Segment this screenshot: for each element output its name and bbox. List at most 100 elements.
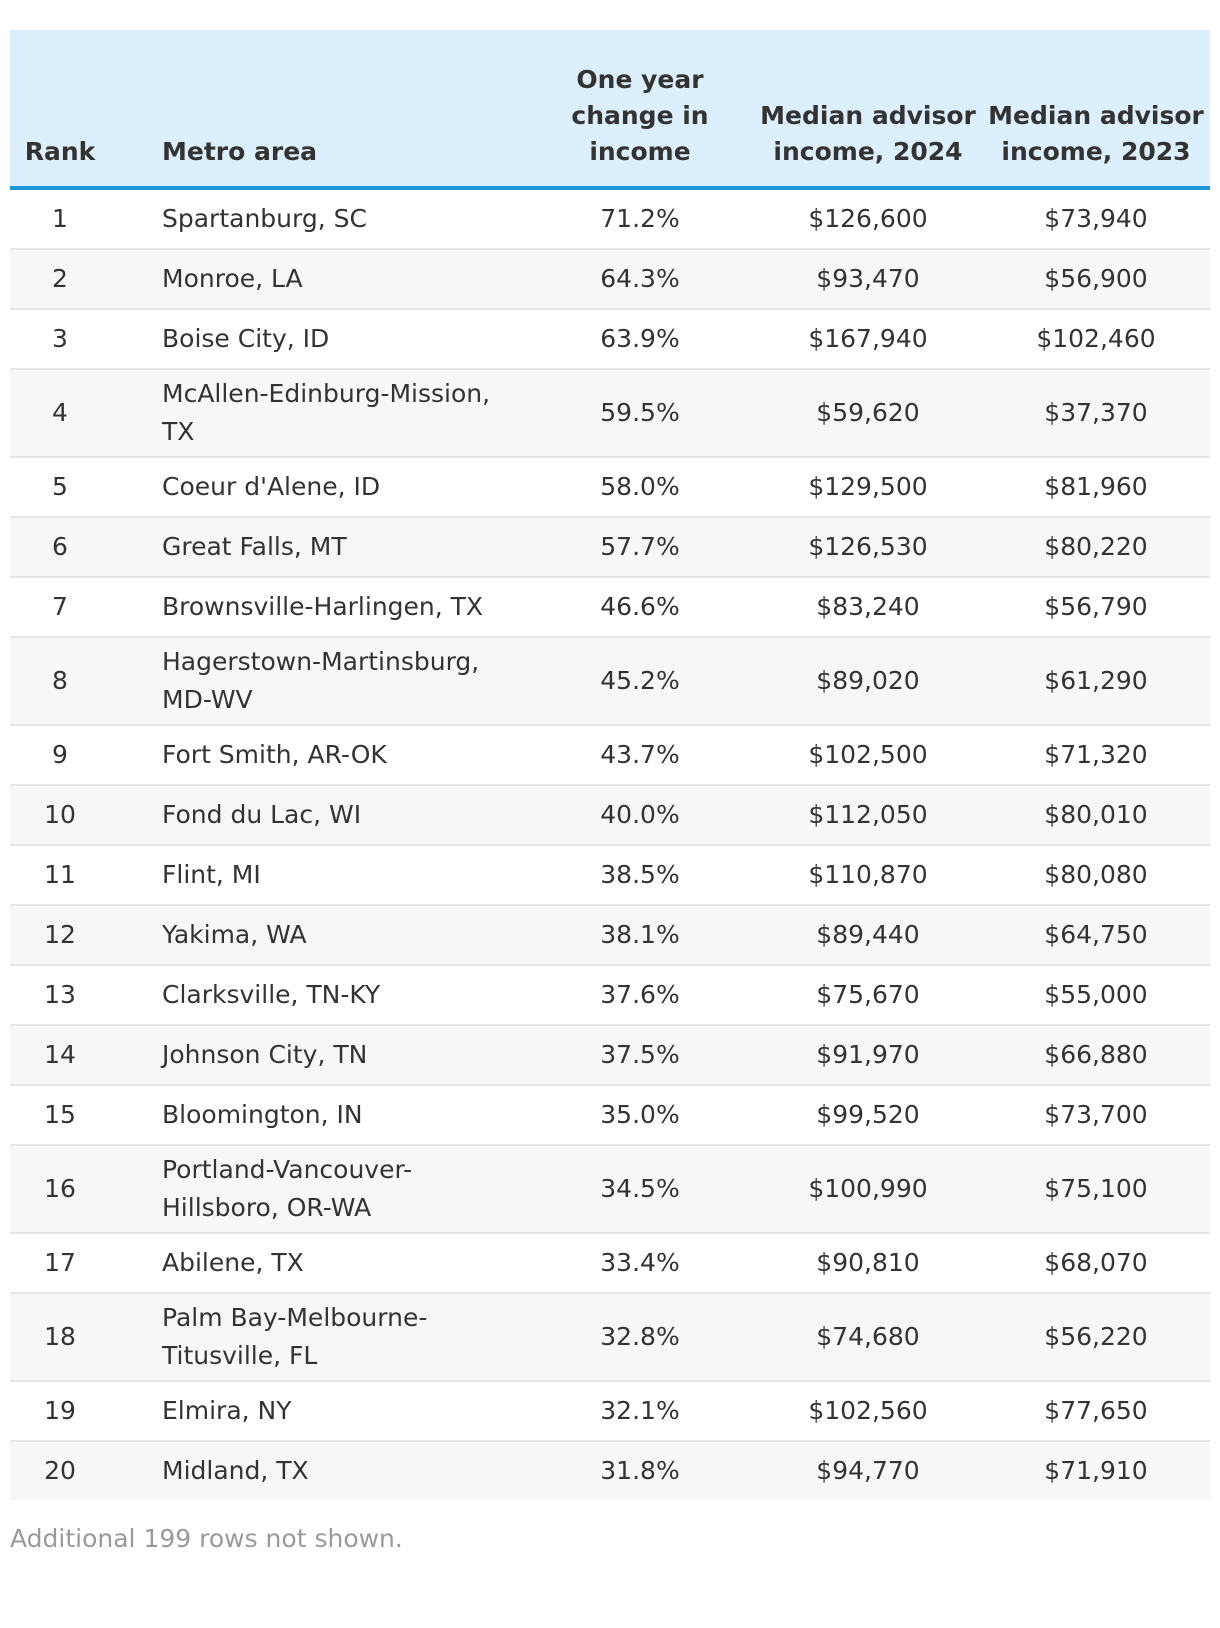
table-row: 15 Bloomington, IN 35.0% $99,520 $73,700 — [10, 1085, 1210, 1146]
cell-rank: 20 — [44, 1456, 76, 1485]
cell-metro-area: Monroe, LA — [114, 249, 526, 310]
cell-one-year-change: 32.1% — [526, 1381, 754, 1442]
header-metro-area[interactable]: Metro area — [114, 30, 526, 190]
cell-income-2024: $83,240 — [754, 577, 982, 638]
table-container: Rank Metro area One year change in incom… — [10, 30, 1210, 1553]
table-row: 2 Monroe, LA 64.3% $93,470 $56,900 — [10, 249, 1210, 310]
cell-income-2024: $59,620 — [754, 369, 982, 458]
cell-income-2024: $102,560 — [754, 1381, 982, 1442]
table-row: 17 Abilene, TX 33.4% $90,810 $68,070 — [10, 1233, 1210, 1294]
table-row: 20 Midland, TX 31.8% $94,770 $71,910 — [10, 1441, 1210, 1500]
cell-rank: 6 — [10, 517, 114, 578]
cell-metro-area: Great Falls, MT — [114, 517, 526, 578]
cell-one-year-change: 37.5% — [526, 1025, 754, 1086]
cell-rank: 8 — [10, 637, 114, 726]
table-row: 13 Clarksville, TN-KY 37.6% $75,670 $55,000 — [10, 965, 1210, 1026]
cell-income-2023: $73,940 — [982, 188, 1210, 250]
cell-income-2023: $73,700 — [982, 1085, 1210, 1146]
cell-one-year-change: 32.8% — [526, 1293, 754, 1382]
cell-metro-area: Brownsville-Harlingen, TX — [114, 577, 526, 638]
cell-rank: 4 — [10, 369, 114, 458]
cell-metro-area: Fond du Lac, WI — [114, 785, 526, 846]
cell-rank: 15 — [10, 1085, 114, 1146]
cell-income-2024: $90,810 — [754, 1233, 982, 1294]
cell-income-2023: $80,220 — [982, 517, 1210, 578]
table-row: 8 Hagerstown-Martinsburg, MD-WV 45.2% $89,0… — [10, 637, 1210, 726]
cell-income-2023: $80,080 — [982, 845, 1210, 906]
table-row: 16 Portland-Vancouver-Hillsboro, OR-WA 34.… — [10, 1145, 1210, 1234]
cell-income-2024: $100,990 — [754, 1145, 982, 1234]
cell-rank: 11 — [10, 845, 114, 906]
table-row: 11 Flint, MI 38.5% $110,870 $80,080 — [10, 845, 1210, 906]
cell-metro-area: Palm Bay-Melbourne-Titusville, FL — [114, 1293, 526, 1382]
table-row: 4 McAllen-Edinburg-Mission, TX 59.5% $59,62… — [10, 369, 1210, 458]
cell-income-2023: $77,650 — [982, 1381, 1210, 1442]
header-rank[interactable]: Rank — [10, 30, 114, 190]
cell-metro-area: McAllen-Edinburg-Mission, TX — [114, 369, 526, 458]
cell-rank: 9 — [10, 725, 114, 786]
income-table: Rank Metro area One year change in incom… — [10, 30, 1210, 1500]
cell-income-2023: $37,370 — [982, 369, 1210, 458]
cell-rank: 13 — [10, 965, 114, 1026]
cell-income-2024: $91,970 — [754, 1025, 982, 1086]
cell-income-2024: $89,020 — [754, 637, 982, 726]
header-one-year-change[interactable]: One year change in income — [526, 30, 754, 190]
cell-one-year-change: 63.9% — [526, 309, 754, 370]
table-row: 7 Brownsville-Harlingen, TX 46.6% $83,240 $5… — [10, 577, 1210, 638]
cell-income-2024: $94,770 — [816, 1456, 920, 1485]
cell-rank: 17 — [10, 1233, 114, 1294]
cell-one-year-change: 33.4% — [526, 1233, 754, 1294]
table-row: 1 Spartanburg, SC 71.2% $126,600 $73,940 — [10, 188, 1210, 250]
cell-metro-area: Portland-Vancouver-Hillsboro, OR-WA — [114, 1145, 526, 1234]
header-row: Rank Metro area One year change in incom… — [10, 30, 1210, 190]
cell-one-year-change: 71.2% — [526, 188, 754, 250]
header-income-2023[interactable]: Median advisor income, 2023 — [982, 30, 1210, 190]
cell-income-2024: $89,440 — [754, 905, 982, 966]
table-row: 10 Fond du Lac, WI 40.0% $112,050 $80,010 — [10, 785, 1210, 846]
cell-one-year-change: 31.8% — [600, 1456, 680, 1485]
header-income-2024[interactable]: Median advisor income, 2024 — [754, 30, 982, 190]
cell-one-year-change: 40.0% — [526, 785, 754, 846]
cell-metro-area: Abilene, TX — [114, 1233, 526, 1294]
cell-income-2023: $56,220 — [982, 1293, 1210, 1382]
cell-rank: 19 — [10, 1381, 114, 1442]
cell-one-year-change: 59.5% — [526, 369, 754, 458]
cell-rank: 12 — [10, 905, 114, 966]
cell-one-year-change: 34.5% — [526, 1145, 754, 1234]
table-row: 12 Yakima, WA 38.1% $89,440 $64,750 — [10, 905, 1210, 966]
cell-one-year-change: 45.2% — [526, 637, 754, 726]
cell-rank: 16 — [10, 1145, 114, 1234]
cell-one-year-change: 37.6% — [526, 965, 754, 1026]
cell-metro-area: Hagerstown-Martinsburg, MD-WV — [114, 637, 526, 726]
cell-rank: 18 — [10, 1293, 114, 1382]
table-row: 3 Boise City, ID 63.9% $167,940 $102,460 — [10, 309, 1210, 370]
cell-income-2024: $126,530 — [754, 517, 982, 578]
cell-income-2024: $74,680 — [754, 1293, 982, 1382]
cell-metro-area: Boise City, ID — [114, 309, 526, 370]
cell-metro-area: Spartanburg, SC — [114, 188, 526, 250]
cell-metro-area: Coeur d'Alene, ID — [114, 457, 526, 518]
cell-metro-area: Midland, TX — [162, 1456, 309, 1485]
cell-income-2024: $110,870 — [754, 845, 982, 906]
cell-metro-area: Yakima, WA — [114, 905, 526, 966]
cell-income-2023: $66,880 — [982, 1025, 1210, 1086]
cell-one-year-change: 35.0% — [526, 1085, 754, 1146]
cell-one-year-change: 64.3% — [526, 249, 754, 310]
cell-income-2023: $56,790 — [982, 577, 1210, 638]
cell-metro-area: Elmira, NY — [114, 1381, 526, 1442]
cell-income-2023: $80,010 — [982, 785, 1210, 846]
cell-income-2023: $55,000 — [982, 965, 1210, 1026]
cell-rank: 3 — [10, 309, 114, 370]
cell-metro-area: Clarksville, TN-KY — [114, 965, 526, 1026]
cell-income-2024: $75,670 — [754, 965, 982, 1026]
cell-rank: 10 — [10, 785, 114, 846]
table-row: 6 Great Falls, MT 57.7% $126,530 $80,220 — [10, 517, 1210, 578]
cell-metro-area: Flint, MI — [114, 845, 526, 906]
cell-income-2024: $112,050 — [754, 785, 982, 846]
cell-income-2023: $61,290 — [982, 637, 1210, 726]
cell-one-year-change: 38.1% — [526, 905, 754, 966]
cell-rank: 5 — [10, 457, 114, 518]
table-row: 14 Johnson City, TN 37.5% $91,970 $66,880 — [10, 1025, 1210, 1086]
cell-rank: 1 — [10, 188, 114, 250]
cell-income-2024: $129,500 — [754, 457, 982, 518]
